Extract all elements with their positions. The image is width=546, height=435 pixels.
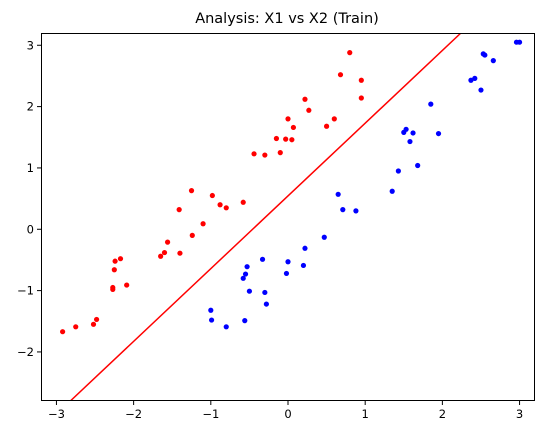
series-0-point-12	[164, 239, 171, 245]
series-1-point-24	[410, 130, 416, 136]
series-1-point-25	[415, 162, 421, 169]
series-1-point-11	[283, 270, 290, 277]
x-tick-label: 0	[284, 407, 291, 421]
series-0-point-18	[209, 192, 215, 199]
x-tick-label: −2	[125, 407, 142, 421]
series-0-point-9	[124, 282, 130, 288]
series-0-point-22	[251, 151, 257, 157]
series-0-point-15	[188, 188, 195, 194]
series-0-point-1	[73, 324, 79, 330]
series-1-point-20	[395, 168, 401, 174]
series-0-point-7	[112, 258, 118, 264]
series-0-point-35	[347, 50, 353, 56]
chart-title: Analysis: X1 vs X2 (Train)	[195, 11, 379, 27]
series-0-point-20	[223, 205, 229, 211]
series-0-point-36	[358, 77, 364, 83]
series-1-point-32	[482, 52, 488, 58]
series-1-point-15	[321, 234, 327, 240]
series-0-point-28	[289, 137, 295, 143]
series-0-point-25	[277, 150, 283, 156]
series-1-point-14	[302, 245, 308, 251]
plot-frame	[41, 33, 535, 401]
series-1-point-10	[263, 301, 269, 307]
y-tick-label: 2	[27, 100, 34, 114]
series-0-point-31	[306, 107, 312, 113]
series-0-point-24	[273, 135, 280, 142]
x-tick-label: 2	[439, 407, 446, 421]
series-0-point-5	[110, 286, 116, 292]
series-0-point-30	[302, 96, 308, 102]
series-1-point-19	[389, 188, 395, 194]
series-1-point-7	[246, 288, 253, 294]
series-1-point-27	[435, 130, 442, 137]
series-1-point-29	[472, 75, 478, 81]
y-tick-label: 1	[27, 161, 34, 175]
series-1-point-30	[478, 87, 484, 93]
series-1-point-13	[300, 262, 307, 269]
plot-area	[60, 33, 523, 401]
boundary-line	[69, 33, 462, 401]
series-1-point-0	[208, 307, 214, 313]
series-1-point-5	[242, 271, 249, 277]
series-1-point-8	[259, 256, 266, 262]
series-0-point-19	[217, 202, 223, 208]
y-tick-label: −2	[17, 345, 34, 359]
series-1-point-12	[285, 259, 291, 265]
series-1-point-26	[428, 101, 434, 107]
series-1-point-22	[403, 126, 409, 132]
series-0-point-37	[358, 95, 364, 101]
series-0-point-13	[177, 250, 183, 256]
series-0-point-29	[290, 124, 296, 131]
y-tick-label: 3	[27, 38, 34, 52]
series-0-point-10	[158, 253, 164, 259]
series-1-point-33	[490, 58, 496, 64]
series-0-point-0	[60, 329, 66, 335]
series-1-point-35	[516, 39, 523, 45]
series-0-point-27	[285, 116, 291, 122]
series-1-point-23	[407, 138, 413, 145]
series-0-point-14	[176, 207, 182, 213]
series-0-point-11	[161, 249, 168, 256]
series-0-point-3	[93, 316, 100, 323]
series-0-point-26	[283, 136, 289, 142]
series-1-point-6	[244, 264, 250, 270]
series-0-point-6	[111, 267, 117, 273]
series-1-point-9	[262, 289, 268, 296]
series-0-point-34	[337, 72, 344, 78]
series-0-point-16	[189, 232, 195, 238]
series-1-point-17	[340, 207, 346, 213]
x-tick-label: 1	[362, 407, 369, 421]
series-1-point-1	[208, 317, 215, 323]
series-0-point-8	[117, 256, 124, 262]
series-1-point-18	[353, 208, 359, 214]
y-axis: −2 −1 0 1 2 3	[17, 38, 41, 359]
x-tick-label: −1	[202, 407, 219, 421]
x-tick-label: −3	[48, 407, 65, 421]
series-1-point-16	[335, 191, 341, 197]
series-0-point-32	[323, 123, 330, 129]
series-0-point-23	[262, 152, 268, 158]
y-tick-label: −1	[17, 284, 34, 298]
series-1-point-28	[468, 77, 474, 83]
series-1-point-3	[242, 318, 248, 324]
x-axis: −3 −2 −1 0 1 2 3	[48, 401, 523, 421]
x-tick-label: 3	[516, 407, 523, 421]
series-0-point-33	[331, 116, 337, 122]
series-1-point-2	[223, 324, 229, 330]
series-0-point-2	[90, 321, 97, 327]
series-1-point-4	[240, 275, 246, 281]
series-0-point-17	[200, 221, 206, 227]
series-0-point-21	[240, 199, 246, 205]
y-tick-label: 0	[27, 222, 34, 236]
